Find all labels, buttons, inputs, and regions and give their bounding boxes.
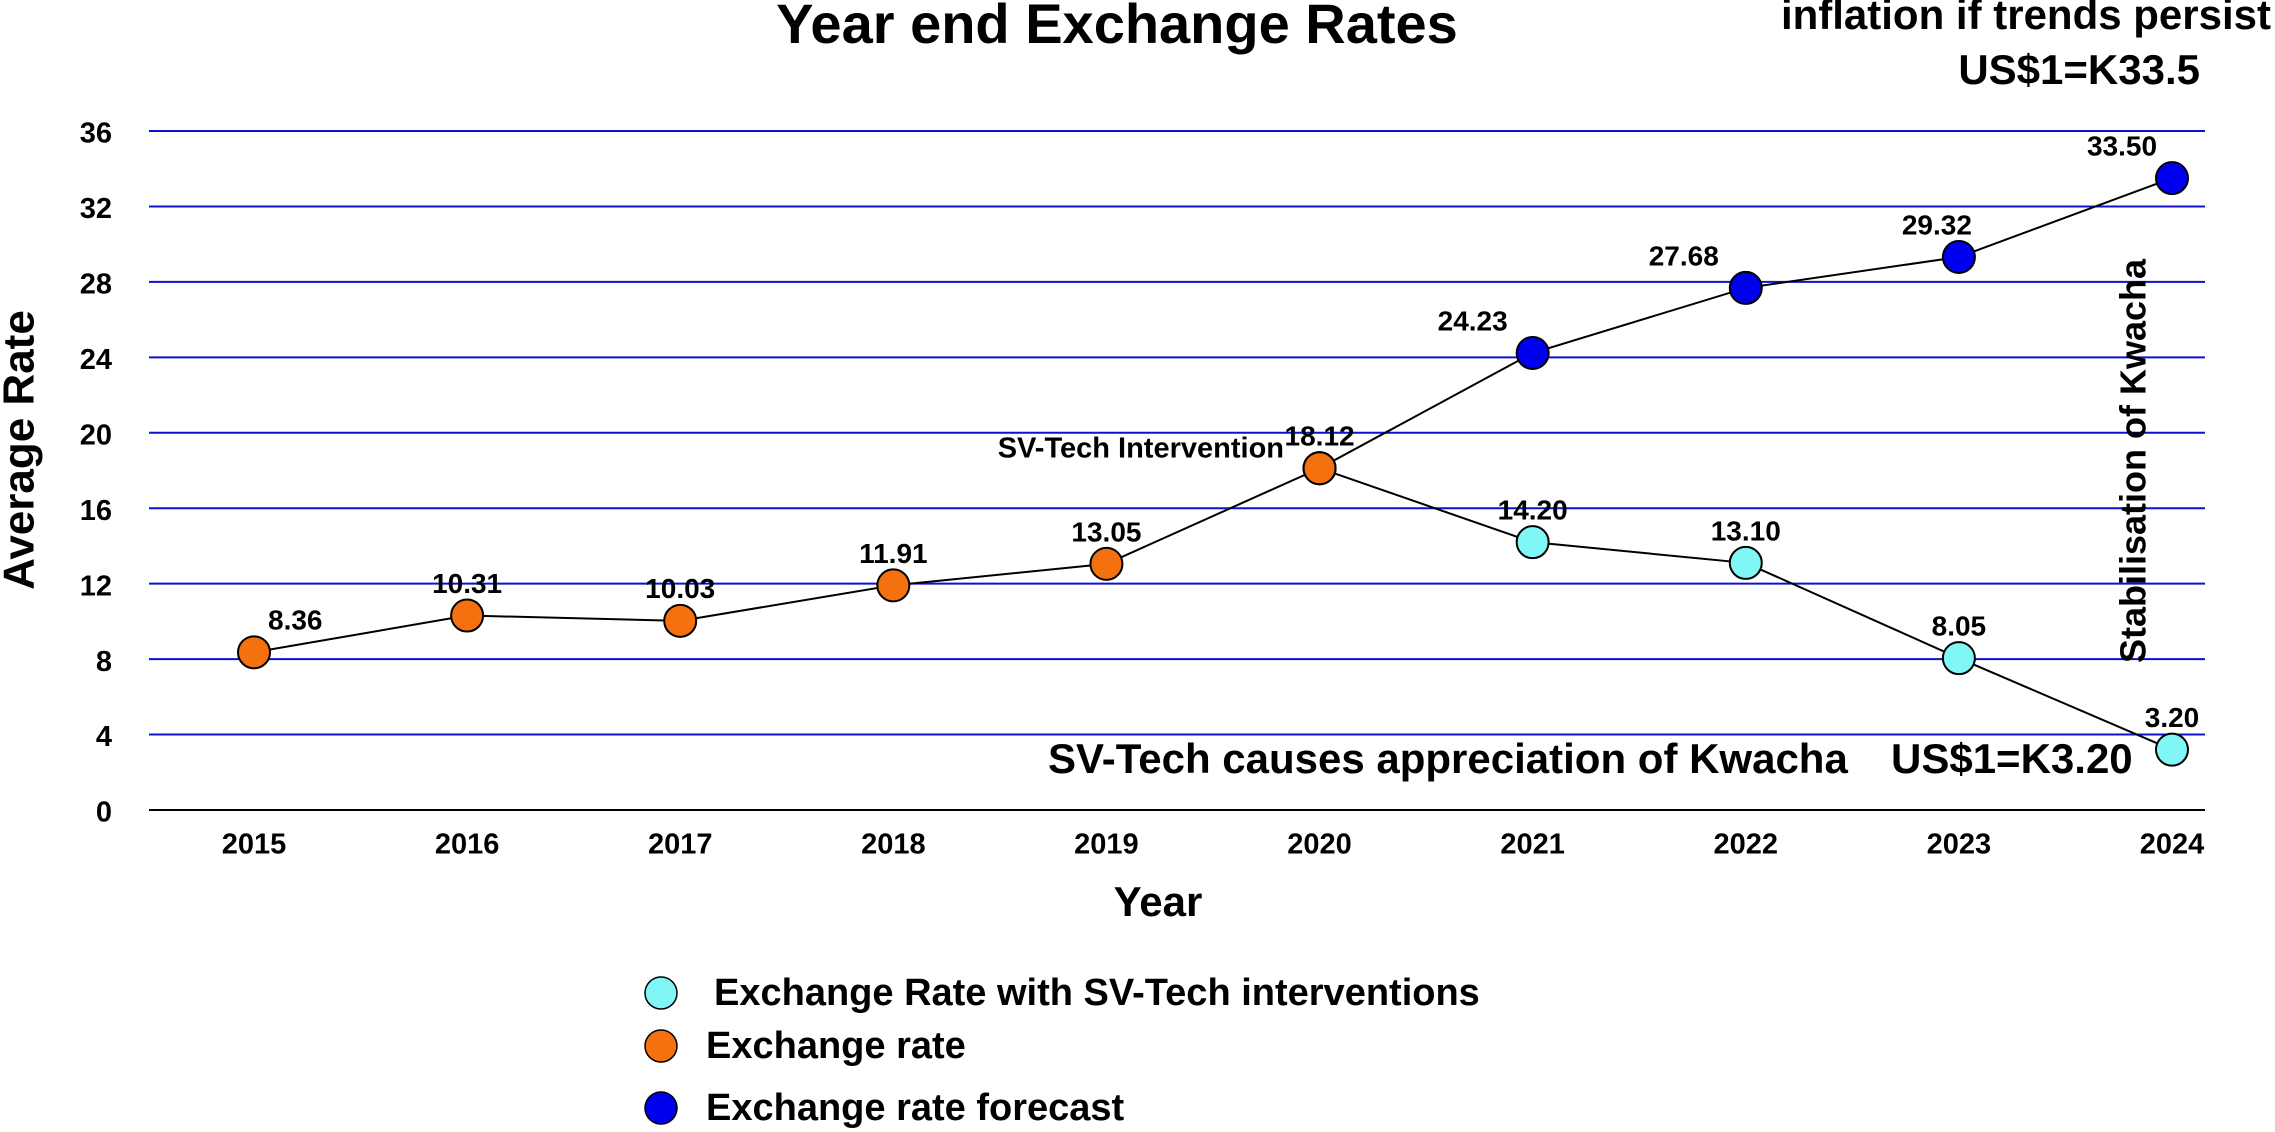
x-tick-label: 2017 [648, 829, 713, 861]
series-line [253, 467, 1320, 654]
y-tick-label: 32 [80, 193, 112, 225]
data-label: 18.12 [1285, 421, 1355, 452]
y-tick-label: 36 [80, 118, 112, 150]
data-label: 13.10 [1711, 515, 1781, 546]
data-label: 10.31 [432, 568, 502, 599]
legend-label: Exchange rate [706, 1025, 966, 1067]
y-tick-label: 16 [80, 495, 112, 527]
x-tick-label: 2016 [435, 829, 500, 861]
data-label: 14.20 [1498, 495, 1568, 526]
data-point [2155, 161, 2189, 196]
y-tick-label: 12 [80, 570, 112, 602]
data-point [1515, 335, 1550, 370]
x-tick-label: 2018 [861, 829, 926, 861]
data-point [1728, 545, 1763, 580]
x-tick-label: 2021 [1500, 829, 1565, 861]
annotation: SV-Tech causes appreciation of Kwacha [1048, 735, 1848, 782]
chart-title: Year end Exchange Rates [776, 0, 1458, 55]
legend-label: Exchange rate forecast [706, 1087, 1125, 1129]
y-tick-label: 24 [80, 344, 112, 376]
x-axis-label: Year [1114, 878, 1203, 925]
data-point [876, 568, 911, 603]
y-tick-label: 0 [96, 797, 112, 829]
data-label: 3.20 [2145, 702, 2200, 733]
data-point [1728, 270, 1763, 305]
series-line [1319, 467, 2173, 751]
data-point [1089, 546, 1124, 581]
y-tick-label: 4 [96, 721, 112, 753]
annotation: Stabilisation of Kwacha [2113, 258, 2154, 663]
data-label: 8.36 [268, 605, 323, 636]
x-tick-label: 2020 [1287, 829, 1352, 861]
annotation: SV-Tech Intervention [998, 433, 1284, 465]
data-point [1941, 239, 1976, 274]
y-tick-label: 20 [80, 419, 112, 451]
data-label: 24.23 [1438, 305, 1508, 336]
data-point [2155, 732, 2189, 767]
y-tick-label: 8 [96, 646, 112, 678]
data-point [237, 635, 271, 670]
annotation: US$1=K3.20 [1891, 735, 2133, 782]
data-label: 10.03 [645, 573, 715, 604]
data-label: 11.91 [859, 538, 928, 569]
legend-marker [644, 976, 678, 1010]
data-point [1941, 641, 1976, 676]
data-label: 13.05 [1071, 516, 1141, 547]
y-tick-label: 28 [80, 269, 112, 301]
x-tick-label: 2015 [222, 829, 287, 861]
annotation: US$1=K33.5 [1958, 46, 2200, 93]
data-point [1302, 451, 1337, 486]
data-point [450, 598, 485, 633]
data-label: 27.68 [1649, 240, 1719, 271]
data-label: 8.05 [1932, 611, 1987, 642]
data-point [663, 603, 698, 638]
x-tick-label: 2019 [1074, 829, 1139, 861]
legend-label: Exchange Rate with SV-Tech interventions [714, 972, 1480, 1014]
x-tick-label: 2022 [1714, 829, 1779, 861]
data-point [1515, 525, 1550, 560]
legend-marker [644, 1029, 678, 1063]
data-label: 33.50 [2087, 131, 2157, 162]
data-label: 29.32 [1902, 209, 1972, 240]
y-axis-label: Average Rate [0, 310, 44, 590]
legend-marker [644, 1091, 678, 1125]
annotation: inflation if trends persist [1781, 0, 2271, 38]
x-tick-label: 2024 [2140, 829, 2205, 861]
x-tick-label: 2023 [1927, 829, 1992, 861]
